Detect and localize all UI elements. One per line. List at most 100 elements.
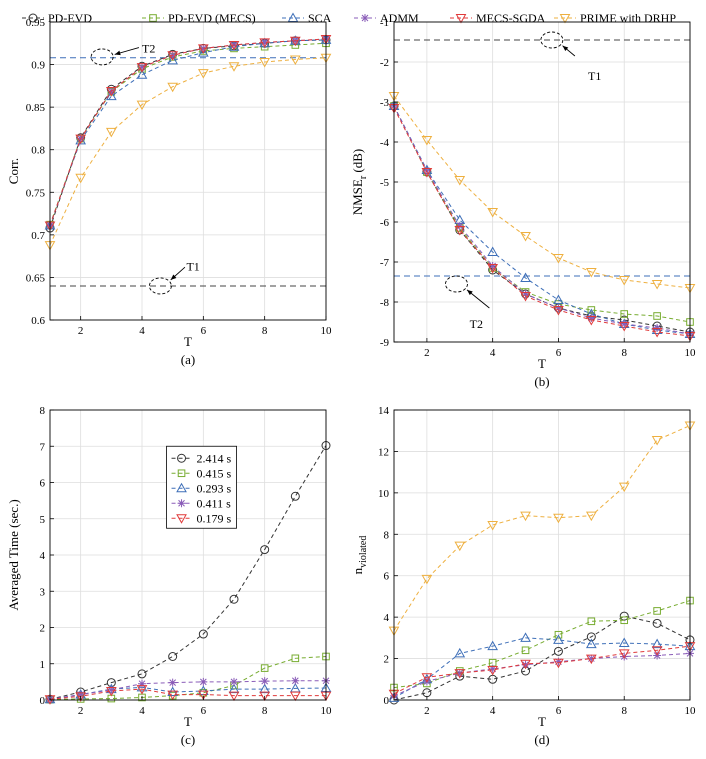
panel-b-point-sca <box>520 272 531 282</box>
panel-a-ytick-label: 0.8 <box>31 145 45 157</box>
panel-c-point-pd-evd <box>137 669 147 679</box>
panel-a-annotation-arrowhead <box>170 274 177 280</box>
panel-b-annotation-t1: T1 <box>540 31 601 83</box>
panel-b-series-admm <box>390 102 694 338</box>
panel-c-point-pd-evd-mecs <box>291 654 300 663</box>
panel-d-point-pd-evd-mecs <box>620 616 629 625</box>
panel-d-ytick-label: 14 <box>378 405 390 417</box>
panel-a-series-prime-with-drhp <box>44 53 332 251</box>
panel-b-point-mecs-sgda <box>487 264 499 274</box>
panel-c-series-mecs-sgda <box>44 685 332 705</box>
panel-b-ylabel: NMSEr (dB) <box>350 149 369 216</box>
panel-c-point-admm <box>260 677 269 686</box>
panel-d-line-pd-evd <box>393 615 691 701</box>
panel-a-point-prime-with-drhp <box>197 69 209 79</box>
panel-b-point-mecs-sgda <box>454 226 466 236</box>
panel-a-point-prime-with-drhp <box>105 127 117 138</box>
panel-b-ytick-label: -5 <box>380 177 390 189</box>
panel-d-xtick-label: 10 <box>685 705 697 717</box>
panel-c-inner-legend-entry-mecs-sgda: 0.179 s <box>171 511 232 525</box>
panel-c-ytick-label: 6 <box>40 478 46 490</box>
panel-a-annotation-label: T1 <box>186 259 199 273</box>
panel-d-ylabel-main: n <box>350 567 365 574</box>
panel-d-point-prime-with-drhp <box>585 511 597 522</box>
panel-d-point-pd-evd <box>652 618 662 628</box>
panel-b-point-prime-with-drhp <box>421 136 433 146</box>
panel-a-point-mecs-sgda <box>289 36 301 47</box>
panel-d-ytick-label: 10 <box>378 488 390 500</box>
panel-a-ytick-label: 0.75 <box>26 187 46 199</box>
panel-c-point-pd-evd <box>229 594 239 604</box>
panel-d-ytick-label: 12 <box>378 446 389 458</box>
panel-a-point-mecs-sgda <box>259 38 271 48</box>
panel-d-line-sca <box>393 637 691 699</box>
panel-c-ytick-label: 5 <box>40 514 46 526</box>
panel-a-xtick-label: 10 <box>321 325 333 337</box>
panel-b-point-prime-with-drhp <box>651 280 663 290</box>
panel-d-axes-box <box>393 409 691 701</box>
panel-a-point-mecs-sgda <box>167 51 179 61</box>
panel-b-point-pd-evd-mecs <box>620 310 629 318</box>
panel-d-point-sca <box>618 637 630 648</box>
panel-d-xtick-label: 2 <box>424 705 430 717</box>
panel-a-xtick-label: 6 <box>201 325 207 337</box>
panel-c-point-admm <box>107 685 116 694</box>
panel-c-ytick-label: 8 <box>40 405 46 417</box>
panel-b-annotation-ellipse <box>445 275 468 293</box>
panel-d-ytick-label: 8 <box>384 529 390 541</box>
panel-a-annotation-ellipse <box>148 277 172 295</box>
panel-b-point-prime-with-drhp <box>454 176 466 186</box>
panel-c-ytick-label: 2 <box>40 623 46 635</box>
panel-c-point-mecs-sgda <box>105 686 117 697</box>
panel-c-point-mecs-sgda <box>197 690 209 701</box>
panel-d-point-pd-evd-mecs <box>554 630 563 639</box>
legend-label-admm: ADMM <box>380 11 419 25</box>
panel-b-point-mecs-sgda <box>421 168 433 178</box>
panel-d-point-prime-with-drhp <box>487 520 499 531</box>
panel-b-ytick-label: -8 <box>380 297 390 309</box>
panel-c-inner-legend-marker <box>176 514 187 524</box>
panel-b-point-prime-with-drhp <box>618 276 630 286</box>
panel-c-point-mecs-sgda <box>75 692 87 702</box>
panel-b-point-admm <box>422 166 431 175</box>
panel-c-point-sca <box>136 681 148 692</box>
panel-a-point-admm <box>260 38 269 47</box>
panel-b-point-mecs-sgda <box>618 322 630 332</box>
panel-d-point-admm <box>587 654 596 663</box>
panel-a-series-pd-evd-mecs <box>46 39 330 229</box>
panel-a-point-mecs-sgda <box>136 63 148 73</box>
panel-a-correlation: T2 T1 2 4 6 8 10 0.6 0.65 0.7 0.75 0.8 0.85 0.9 0.95 T C… <box>6 17 332 367</box>
panel-a-point-prime-with-drhp <box>136 100 148 111</box>
panel-c-point-mecs-sgda <box>289 691 301 702</box>
panel-c-ytick-label: 1 <box>40 659 46 671</box>
panel-c-ytick-label: 7 <box>40 441 46 453</box>
panel-a-annotation-t2: T2 <box>90 41 155 66</box>
panel-c-point-pd-evd <box>168 652 178 661</box>
panel-b-point-mecs-sgda <box>585 316 597 326</box>
panel-d-point-mecs-sgda <box>651 646 663 656</box>
panel-b-line-mecs-sgda <box>393 107 691 337</box>
panel-d-ytick-label: 6 <box>384 571 390 583</box>
panel-c-line-mecs-sgda <box>49 688 326 700</box>
panel-c-inner-legend-marker <box>177 469 186 478</box>
panel-a-point-mecs-sgda <box>228 40 240 51</box>
panel-d-xtick-label: 6 <box>556 705 562 717</box>
legend-marker-pd-evd-mecs <box>149 14 157 22</box>
panel-d-point-admm <box>620 652 629 661</box>
legend-marker-mecs-sgda <box>455 14 467 24</box>
panel-b-series-mecs-sgda <box>388 104 696 342</box>
panel-d-ytick-label: 2 <box>384 654 390 666</box>
panel-d-ytick-label: 4 <box>384 612 390 624</box>
panel-c-xtick-label: 6 <box>201 705 207 717</box>
legend-label-sca: SCA <box>308 11 332 25</box>
panel-b-point-pd-evd-mecs <box>587 306 596 314</box>
panel-a-line-admm <box>49 38 327 226</box>
panel-c-caption: (c) <box>181 732 195 747</box>
panel-d-xtick-label: 8 <box>621 705 627 717</box>
panel-d-point-pd-evd <box>619 611 629 621</box>
panel-a-line-prime-with-drhp <box>49 57 327 246</box>
panel-b-ylabel-tail: (dB) <box>350 149 365 176</box>
panel-b-line-prime-with-drhp <box>393 95 691 289</box>
panel-b-annotation-t2: T2 <box>445 275 490 331</box>
